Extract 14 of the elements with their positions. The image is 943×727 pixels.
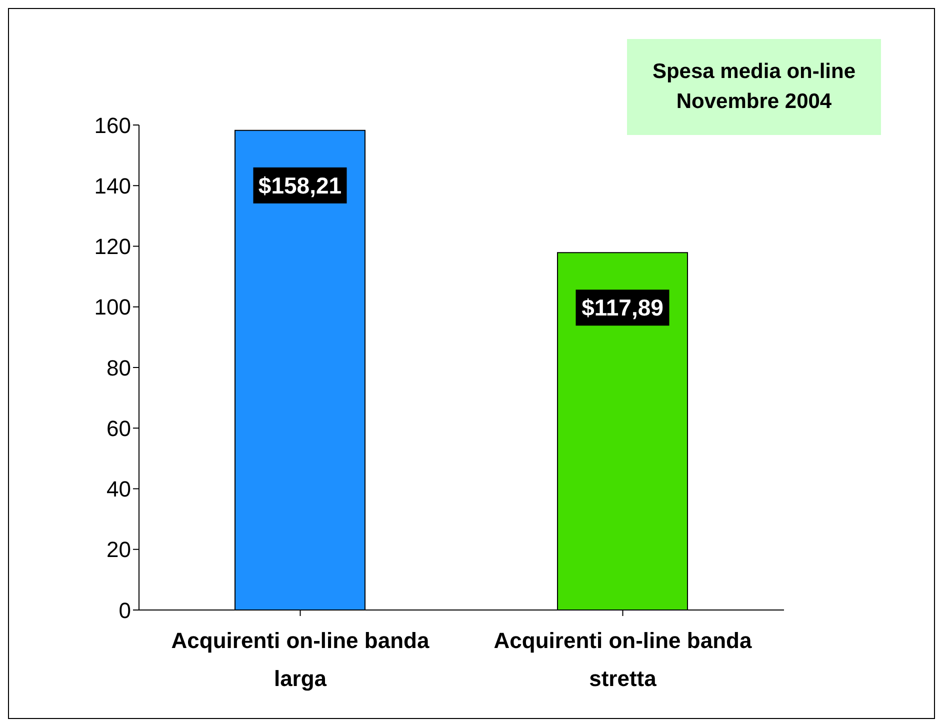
x-tick-label: Acquirenti on-line banda larga: [171, 628, 430, 691]
y-tick-label: 140: [94, 173, 131, 198]
data-label: $117,89: [582, 294, 664, 321]
y-tick-label: 60: [106, 416, 131, 441]
y-tick-label: 0: [118, 598, 131, 623]
y-tick-label: 40: [106, 476, 131, 502]
y-tick-label: 100: [94, 294, 131, 320]
x-tick-label: Acquirenti on-line banda stretta: [494, 628, 752, 691]
chart-title: Spesa media on-line Novembre 2004: [652, 59, 856, 115]
y-tick-label: 20: [106, 537, 131, 562]
y-tick-label: 120: [94, 234, 131, 260]
y-tick-label: 160: [94, 112, 131, 138]
y-tick-label: 80: [106, 355, 131, 380]
data-label: $158,21: [258, 172, 342, 198]
